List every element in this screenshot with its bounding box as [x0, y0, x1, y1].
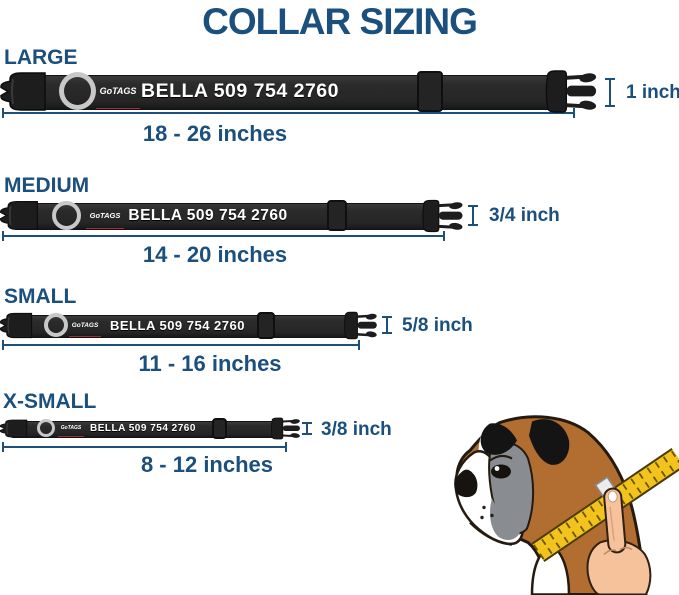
width-indicator-medium: [468, 205, 478, 226]
tri-glide-slider: [257, 312, 275, 339]
dog-nose: [454, 469, 478, 498]
width-indicator-small: [382, 316, 392, 334]
size-label-xsmall: X-SMALL: [3, 390, 97, 413]
hand-icon: [586, 487, 652, 595]
male-buckle-icon: [343, 311, 378, 340]
length-line-small: [2, 340, 360, 350]
tri-glide-slider: [417, 71, 443, 112]
length-range-medium: 14 - 20 inches: [142, 242, 288, 267]
size-label-large: LARGE: [4, 46, 78, 69]
d-ring-icon: [37, 419, 55, 437]
width-indicator-xsmall: [302, 422, 312, 435]
female-buckle-icon: [0, 200, 39, 231]
size-label-medium: MEDIUM: [4, 174, 90, 197]
length-line-xsmall: [2, 442, 287, 452]
male-buckle-icon: [421, 199, 464, 233]
female-buckle-icon: [0, 419, 28, 438]
collar-tag-text: BELLA 509 754 2760: [141, 80, 339, 102]
female-buckle-icon: [0, 72, 47, 111]
collar-tag-text: BELLA 509 754 2760: [128, 207, 288, 224]
d-ring-icon: [52, 201, 81, 230]
length-line-medium: [2, 231, 445, 241]
collar-tag-text: BELLA 509 754 2760: [90, 423, 196, 434]
width-label-medium: 3/4 inch: [489, 205, 560, 226]
length-range-xsmall: 8 - 12 inches: [140, 452, 274, 477]
female-buckle-icon: [0, 312, 33, 339]
length-range-small: 11 - 16 inches: [138, 351, 282, 376]
tri-glide-slider: [212, 418, 227, 439]
width-label-large: 1 inch: [626, 82, 679, 103]
dog-eye: [491, 464, 511, 479]
length-line-large: [2, 108, 575, 118]
d-ring-icon: [59, 72, 96, 110]
page-title: COLLAR SIZING: [202, 1, 478, 42]
male-buckle-icon: [270, 417, 301, 440]
dog-ear-right: [529, 419, 570, 465]
dog-illustration: [454, 415, 679, 595]
collar-tag-text: BELLA 509 754 2760: [110, 318, 245, 333]
width-label-xsmall: 3/8 inch: [321, 419, 392, 440]
collar-strap-large: [18, 75, 560, 110]
size-label-small: SMALL: [4, 285, 77, 308]
brand-logo: GoTAGS: [96, 75, 140, 109]
male-buckle-icon: [544, 69, 598, 114]
width-label-small: 5/8 inch: [402, 315, 473, 336]
brand-logo: GoTAGS: [69, 315, 101, 337]
d-ring-icon: [44, 313, 68, 337]
width-indicator-large: [605, 78, 615, 107]
collar-strap-medium: [14, 203, 436, 230]
brand-logo: GoTAGS: [58, 421, 84, 437]
tri-glide-slider: [327, 200, 347, 231]
dog-ear-left: [480, 423, 517, 455]
brand-logo: GoTAGS: [86, 203, 124, 229]
length-range-large: 18 - 26 inches: [142, 121, 288, 146]
